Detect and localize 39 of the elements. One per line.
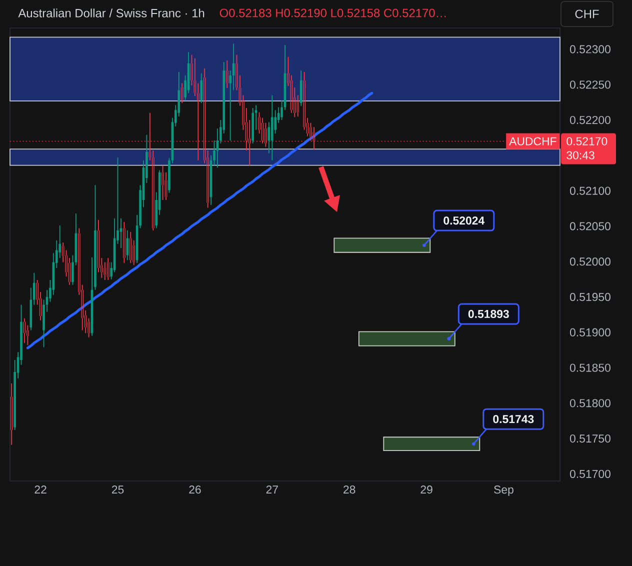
- y-tick-label: 0.52050: [570, 222, 610, 230]
- line-series: [26, 92, 374, 350]
- y-tick-label: 0.52200: [570, 116, 610, 124]
- candlestick: [23, 318, 26, 343]
- x-tick-label: 27: [266, 486, 278, 494]
- candlestick: [106, 258, 110, 280]
- ref-line-label: AUDCHF: [509, 137, 556, 146]
- x-tick-label: 29: [420, 486, 432, 494]
- text: 30:43: [566, 151, 594, 160]
- candlestick: [104, 262, 106, 280]
- candlestick: [10, 383, 13, 445]
- y-tick-label: 0.51700: [570, 470, 610, 478]
- y-axis-title: CHF: [575, 10, 599, 18]
- band-label: 0.51893: [468, 310, 509, 318]
- candlestick: [270, 95, 274, 160]
- y-tick-label: 0.51800: [570, 399, 610, 408]
- x-tick-label: Sep: [494, 486, 514, 496]
- y-tick-label: 0.52000: [570, 258, 610, 266]
- chart-title: Australian Dollar / Swiss Franc · 1h: [18, 8, 204, 18]
- candlestick: [162, 165, 164, 200]
- y-tick-label: 0.52300: [570, 45, 610, 54]
- text: 0.52170: [566, 137, 608, 146]
- chart-subtitle: O0.52183 H0.52190 L0.52158 C0.52170…: [220, 8, 446, 18]
- candlestick: [123, 222, 126, 263]
- y-tick-label: 0.51850: [570, 364, 610, 372]
- y-tick-label: 0.52100: [570, 186, 610, 195]
- band-label: 0.51743: [493, 415, 534, 424]
- candlestick: [180, 83, 184, 104]
- x-tick-label: 22: [34, 486, 46, 494]
- y-tick-label: 0.51950: [570, 292, 610, 302]
- band-label: 0.52024: [444, 216, 485, 225]
- y-tick-label: 0.51750: [570, 434, 610, 443]
- y-tick-label: 0.52250: [570, 80, 610, 89]
- candlestick: [129, 232, 132, 263]
- y-tick-label: 0.51900: [570, 328, 610, 336]
- x-tick-label: 28: [344, 486, 356, 494]
- x-tick-label: 25: [112, 486, 124, 494]
- x-tick-label: 26: [189, 486, 201, 494]
- candlestick: [226, 60, 228, 88]
